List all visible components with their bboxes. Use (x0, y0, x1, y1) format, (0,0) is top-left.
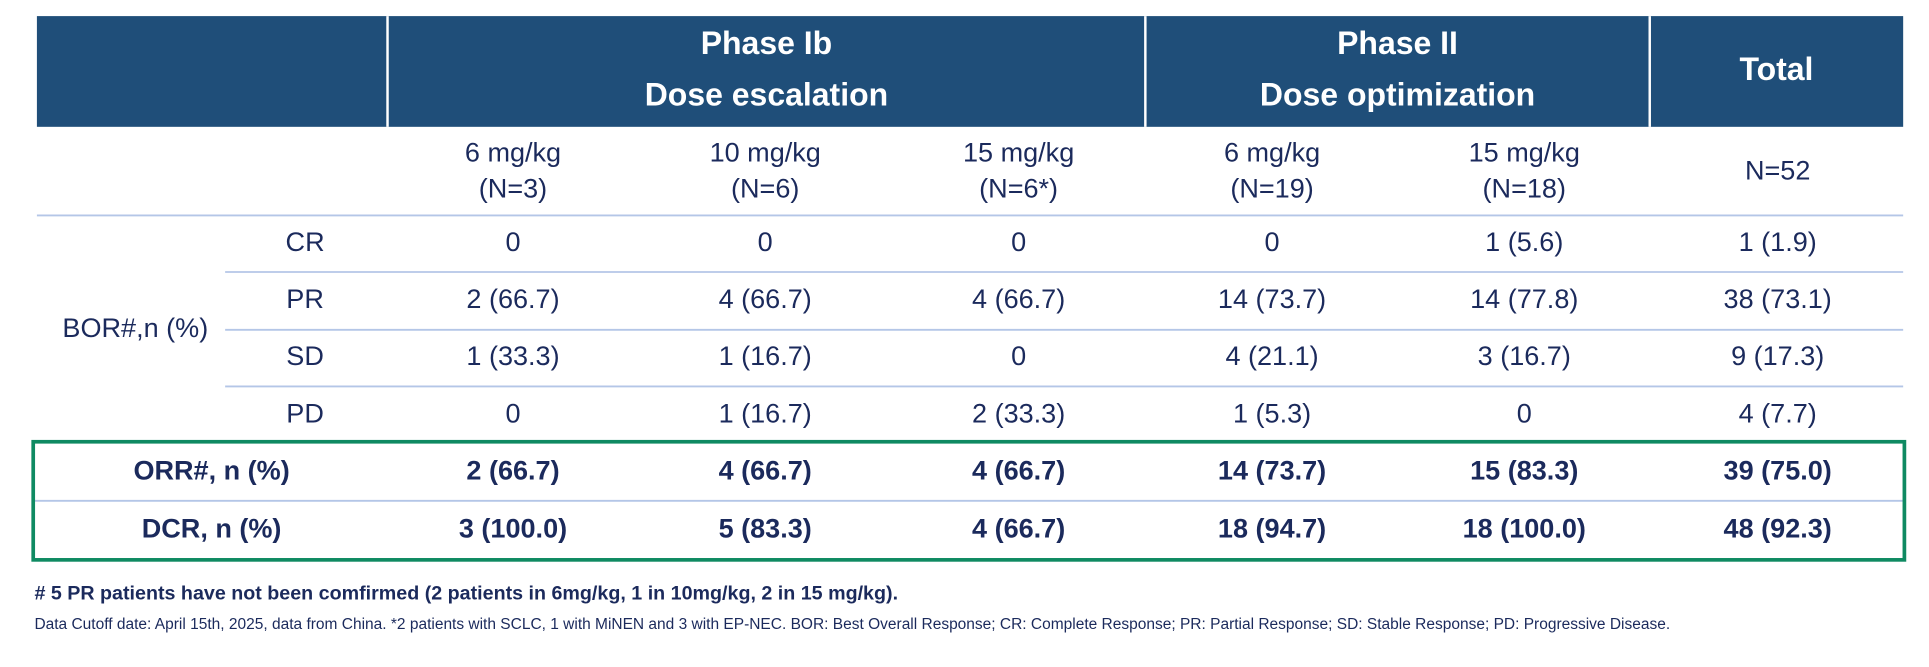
summary-label: DCR, n (%) (142, 513, 282, 543)
column-header: 10 mg/kg (710, 138, 821, 168)
cell: 0 (1011, 341, 1026, 371)
summary-cell: 39 (75.0) (1724, 456, 1832, 486)
column-header: 15 mg/kg (1469, 138, 1580, 168)
summary-cell: 48 (92.3) (1724, 513, 1832, 543)
header-band (36, 16, 1904, 127)
cell: 3 (16.7) (1478, 341, 1571, 371)
group-header: Phase II (1337, 25, 1458, 61)
column-header: N=52 (1745, 155, 1810, 185)
cell: 0 (758, 227, 773, 257)
column-header: (N=6*) (979, 173, 1058, 203)
cell: 4 (21.1) (1225, 341, 1318, 371)
cell: 1 (5.6) (1485, 227, 1563, 257)
footnote: # 5 PR patients have not been comfirmed … (34, 583, 898, 605)
cell: 1 (33.3) (466, 341, 559, 371)
row-label: CR (286, 227, 325, 257)
summary-cell: 18 (100.0) (1463, 513, 1586, 543)
row-label: PR (286, 284, 324, 314)
cell: 38 (73.1) (1724, 284, 1832, 314)
group-header: Dose escalation (645, 77, 888, 113)
cell: 0 (1517, 398, 1532, 428)
footnote: Data Cutoff date: April 15th, 2025, data… (34, 616, 1670, 633)
cell: 14 (77.8) (1470, 284, 1578, 314)
group-header: Total (1739, 51, 1813, 87)
summary-cell: 2 (66.7) (466, 456, 559, 486)
cell: 9 (17.3) (1731, 341, 1824, 371)
group-header: Dose optimization (1260, 77, 1535, 113)
cell: 2 (33.3) (972, 398, 1065, 428)
summary-cell: 5 (83.3) (719, 513, 812, 543)
summary-cell: 4 (66.7) (719, 456, 812, 486)
summary-cell: 4 (66.7) (972, 456, 1065, 486)
summary-cell: 18 (94.7) (1218, 513, 1326, 543)
cell: 4 (66.7) (719, 284, 812, 314)
cell: 4 (7.7) (1739, 398, 1817, 428)
cell: 1 (16.7) (719, 341, 812, 371)
column-header: 6 mg/kg (465, 138, 561, 168)
column-header: (N=19) (1230, 173, 1313, 203)
summary-cell: 14 (73.7) (1218, 456, 1326, 486)
row-label: PD (286, 398, 324, 428)
summary-cell: 4 (66.7) (972, 513, 1065, 543)
column-header: 15 mg/kg (963, 138, 1074, 168)
cell: 0 (505, 227, 520, 257)
cell: 1 (16.7) (719, 398, 812, 428)
cell: 1 (1.9) (1739, 227, 1817, 257)
column-header: (N=18) (1483, 173, 1566, 203)
cell: 2 (66.7) (466, 284, 559, 314)
column-header: (N=3) (479, 173, 547, 203)
cell: 4 (66.7) (972, 284, 1065, 314)
summary-cell: 15 (83.3) (1470, 456, 1578, 486)
row-label: SD (286, 341, 324, 371)
highlight-box (31, 439, 1907, 562)
group-header: Phase Ib (701, 25, 832, 61)
summary-label: ORR#, n (%) (133, 456, 289, 486)
cell: 0 (1011, 227, 1026, 257)
row-group-label: BOR#,n (%) (62, 313, 208, 343)
column-header: (N=6) (731, 173, 799, 203)
summary-cell: 3 (100.0) (459, 513, 567, 543)
column-header: 6 mg/kg (1224, 138, 1320, 168)
cell: 0 (505, 398, 520, 428)
cell: 14 (73.7) (1218, 284, 1326, 314)
cell: 1 (5.3) (1233, 398, 1311, 428)
cell: 0 (1265, 227, 1280, 257)
